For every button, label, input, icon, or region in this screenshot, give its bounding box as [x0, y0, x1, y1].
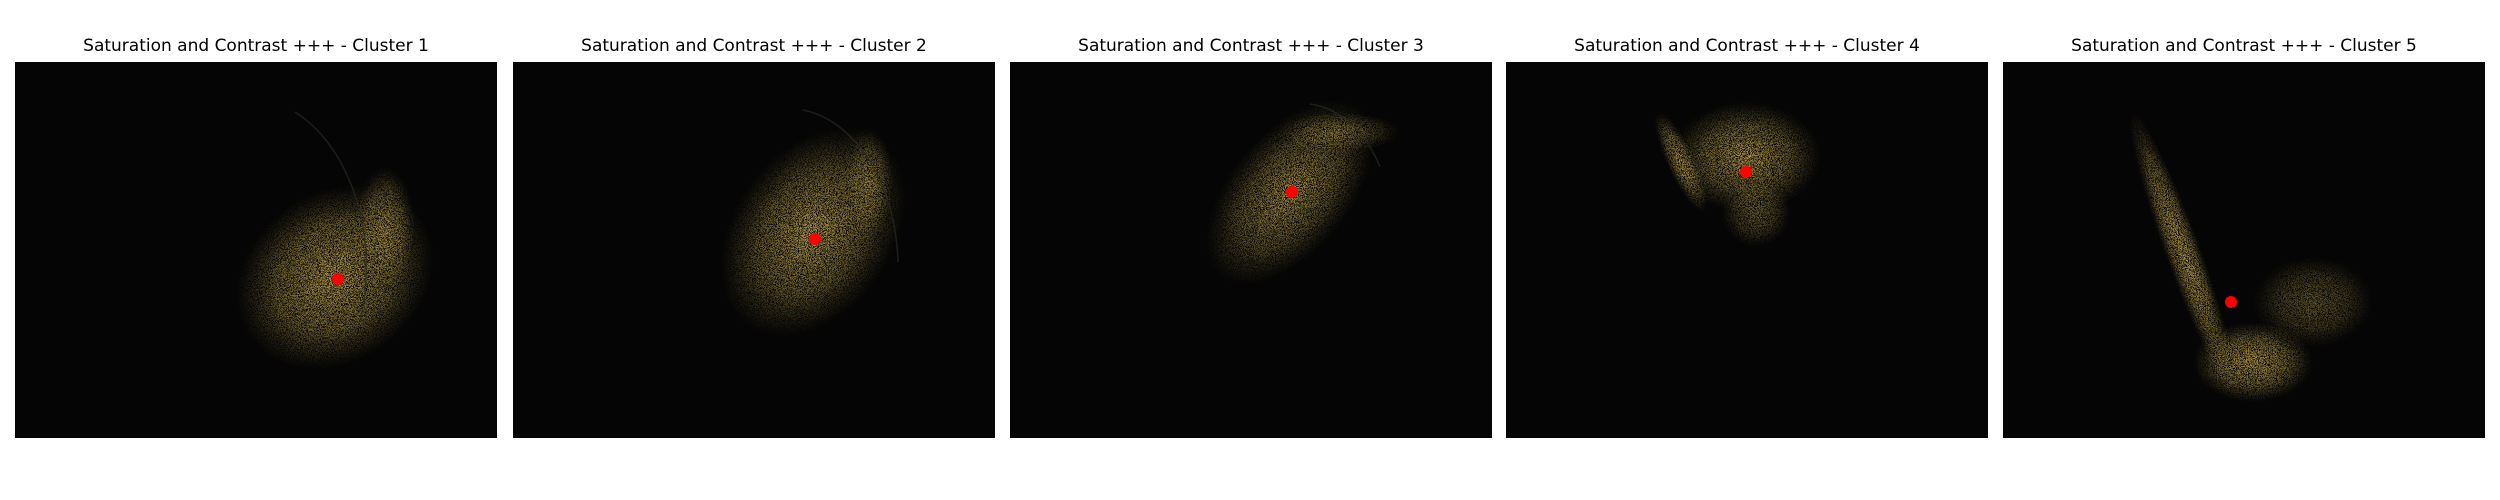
cluster-image	[15, 62, 497, 438]
centroid-marker	[1286, 186, 1298, 198]
panel-cluster-4: Saturation and Contrast +++ - Cluster 4	[1506, 0, 1988, 440]
cluster-image	[513, 62, 995, 438]
panel-title: Saturation and Contrast +++ - Cluster 3	[1078, 36, 1424, 56]
cluster-image	[1506, 62, 1988, 438]
panel-cluster-3: Saturation and Contrast +++ - Cluster 3	[1010, 0, 1492, 440]
panel-title: Saturation and Contrast +++ - Cluster 4	[1574, 36, 1920, 56]
cluster-image	[1010, 62, 1492, 438]
centroid-marker	[1740, 166, 1752, 178]
cluster-image	[2003, 62, 2485, 438]
centroid-marker	[2225, 296, 2237, 308]
centroid-marker	[809, 233, 821, 245]
panel-title: Saturation and Contrast +++ - Cluster 5	[2071, 36, 2417, 56]
panel-cluster-5: Saturation and Contrast +++ - Cluster 5	[2003, 0, 2485, 440]
panel-title: Saturation and Contrast +++ - Cluster 2	[581, 36, 927, 56]
panel-cluster-1: Saturation and Contrast +++ - Cluster 1	[15, 0, 497, 440]
centroid-marker	[332, 273, 344, 285]
panel-title: Saturation and Contrast +++ - Cluster 1	[83, 36, 429, 56]
panel-cluster-2: Saturation and Contrast +++ - Cluster 2	[513, 0, 995, 440]
